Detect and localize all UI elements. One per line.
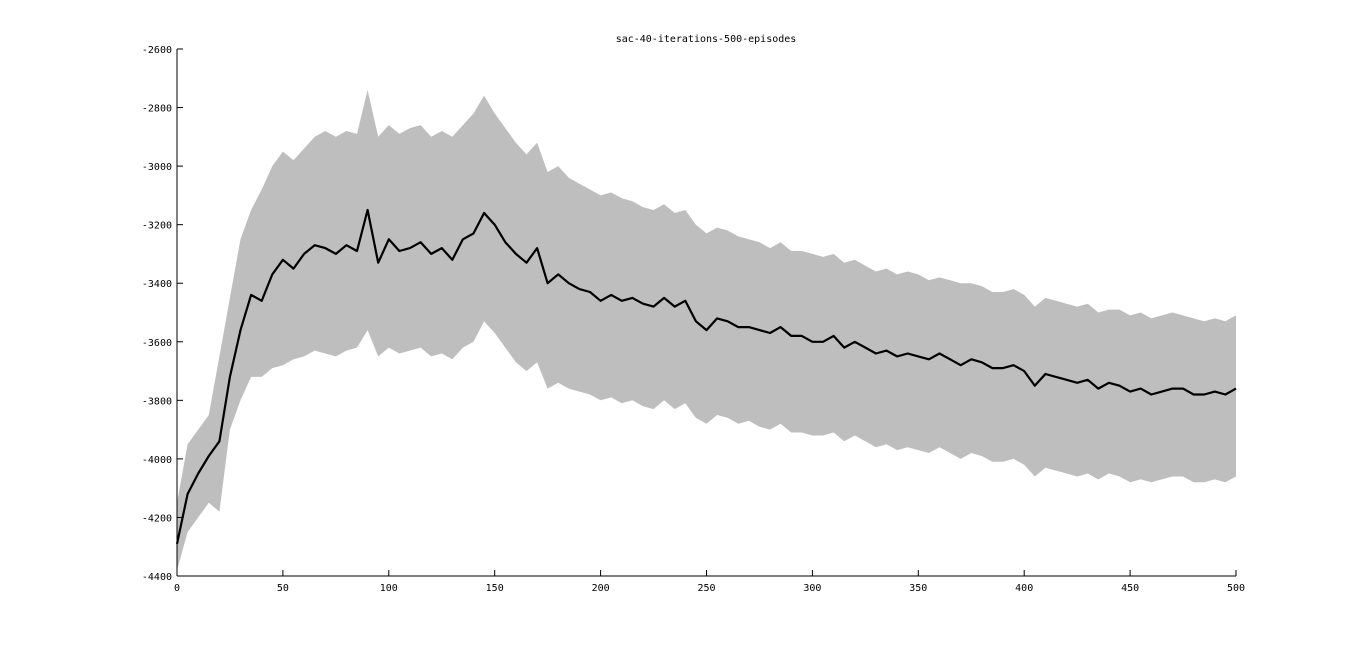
chart-title: sac-40-iterations-500-episodes xyxy=(616,34,797,45)
x-tick-label: 400 xyxy=(1015,583,1033,594)
y-axis-ticks: -2600 -2800 -3000 -3200 -3400 -3600 -3800 -4000… xyxy=(142,45,183,583)
y-tick-label: -2800 xyxy=(142,104,172,115)
y-tick-label: -3600 xyxy=(142,338,172,349)
y-tick-label: -2600 xyxy=(142,45,172,56)
x-tick-label: 200 xyxy=(592,583,610,594)
y-tick-label: -4400 xyxy=(142,572,172,583)
x-tick-label: 250 xyxy=(697,583,715,594)
mean-line xyxy=(175,208,1237,545)
x-tick-label: 0 xyxy=(174,583,180,594)
y-tick-label: -3000 xyxy=(142,162,172,173)
x-tick-label: 350 xyxy=(909,583,927,594)
x-tick-label: 100 xyxy=(380,583,398,594)
y-tick-label: -3200 xyxy=(142,221,172,232)
y-tick-label: -3400 xyxy=(142,279,172,290)
x-tick-label: 450 xyxy=(1121,583,1139,594)
x-tick-label: 300 xyxy=(803,583,821,594)
x-tick-label: 150 xyxy=(486,583,504,594)
x-axis-ticks: 0 50 100 150 200 250 300 350 400 450 500 xyxy=(174,570,1245,594)
y-tick-label: -3800 xyxy=(142,396,172,407)
y-tick-label: -4000 xyxy=(142,455,172,466)
x-tick-label: 500 xyxy=(1227,583,1245,594)
y-tick-label: -4200 xyxy=(142,513,172,524)
mean-line-layer xyxy=(175,208,1237,545)
x-tick-label: 50 xyxy=(277,583,289,594)
